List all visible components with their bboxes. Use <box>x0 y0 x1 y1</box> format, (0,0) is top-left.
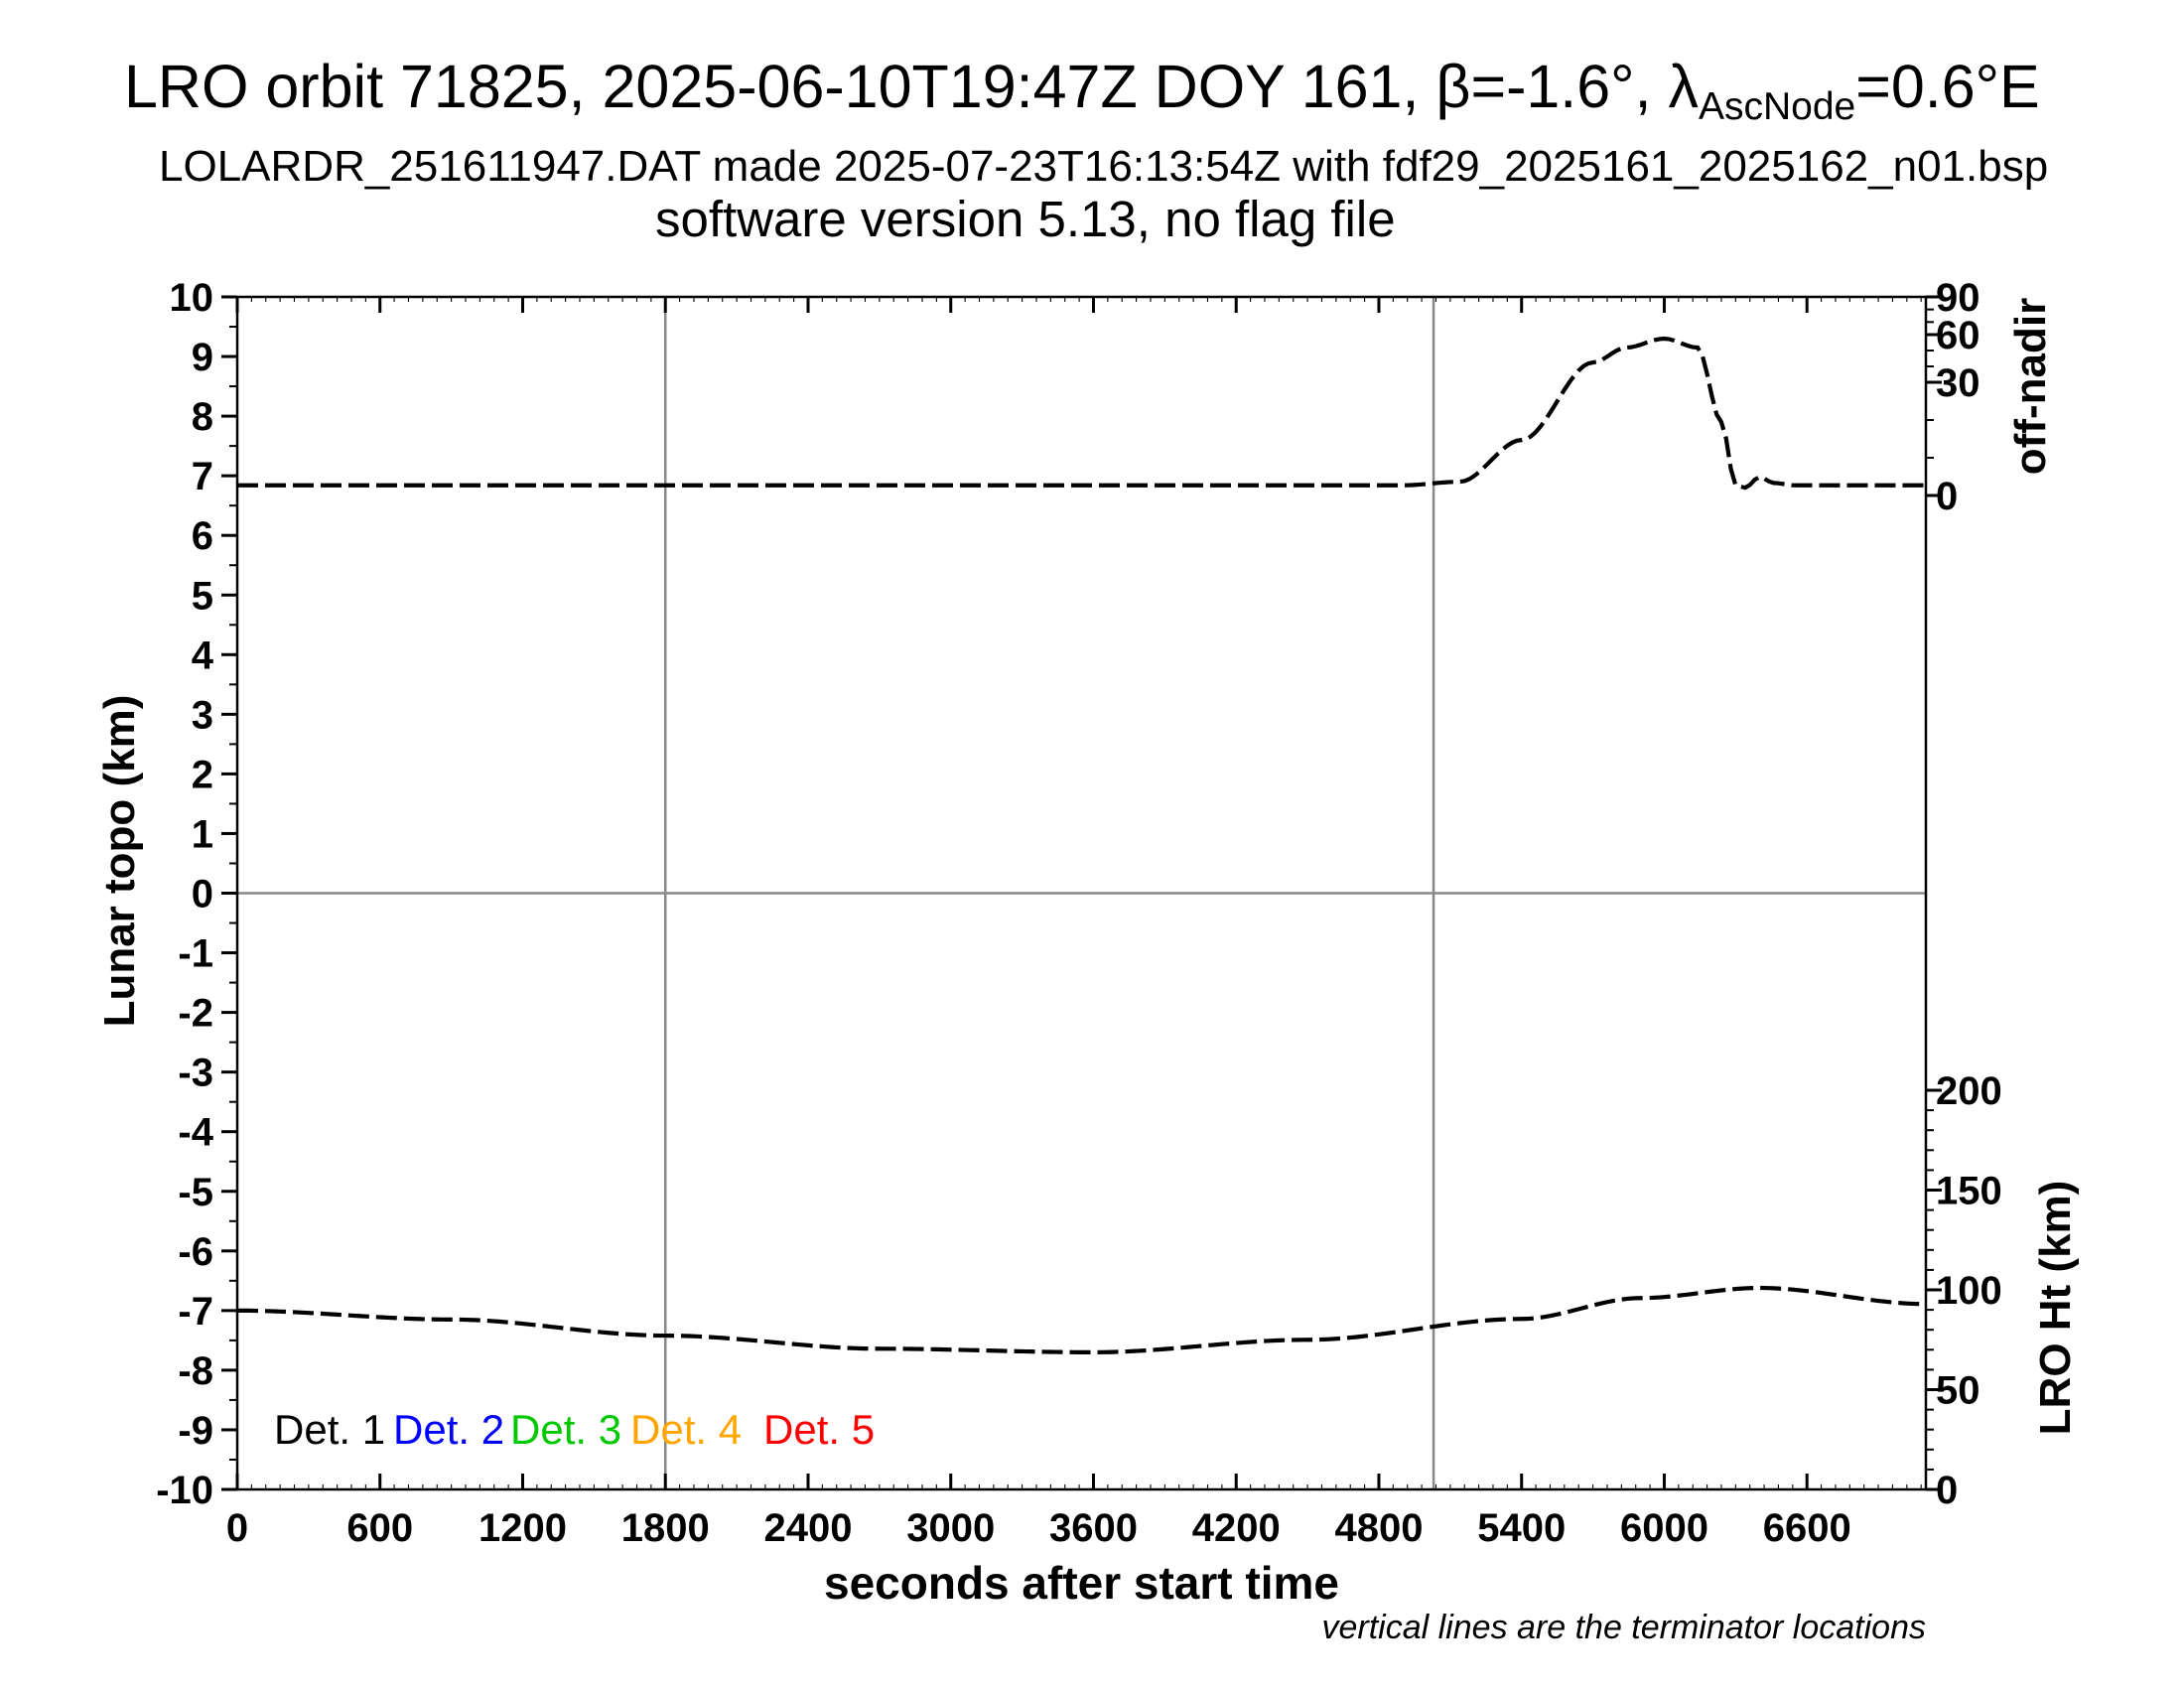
svg-text:-7: -7 <box>178 1290 213 1334</box>
svg-text:3000: 3000 <box>906 1506 995 1550</box>
svg-text:-4: -4 <box>178 1111 213 1155</box>
svg-text:9: 9 <box>192 336 213 379</box>
svg-text:6: 6 <box>192 514 213 558</box>
svg-text:30: 30 <box>1936 361 1980 405</box>
svg-text:0: 0 <box>1936 1469 1958 1512</box>
svg-text:50: 50 <box>1936 1369 1980 1413</box>
svg-text:1800: 1800 <box>621 1506 710 1550</box>
svg-text:-5: -5 <box>178 1171 213 1214</box>
svg-text:-3: -3 <box>178 1052 213 1095</box>
svg-text:0: 0 <box>226 1506 248 1550</box>
svg-text:0: 0 <box>1936 475 1958 518</box>
svg-text:5: 5 <box>192 574 213 618</box>
svg-text:-6: -6 <box>178 1230 213 1274</box>
svg-text:10: 10 <box>170 276 214 320</box>
svg-text:LOLARDR_251611947.DAT made 202: LOLARDR_251611947.DAT made 2025-07-23T16… <box>159 142 2048 191</box>
svg-text:7: 7 <box>192 455 213 498</box>
svg-text:-2: -2 <box>178 992 213 1036</box>
svg-text:LRO Ht (km): LRO Ht (km) <box>2031 1181 2080 1436</box>
svg-text:seconds after start time: seconds after start time <box>824 1557 1339 1609</box>
svg-text:60: 60 <box>1936 314 1980 357</box>
svg-text:6000: 6000 <box>1620 1506 1708 1550</box>
svg-text:3600: 3600 <box>1049 1506 1138 1550</box>
svg-text:-9: -9 <box>178 1409 213 1453</box>
svg-text:off-nadir: off-nadir <box>2006 298 2055 475</box>
svg-text:6600: 6600 <box>1763 1506 1851 1550</box>
svg-text:Det. 4: Det. 4 <box>630 1406 742 1453</box>
svg-text:4200: 4200 <box>1192 1506 1281 1550</box>
svg-text:-8: -8 <box>178 1349 213 1393</box>
svg-text:1: 1 <box>192 812 213 856</box>
svg-text:200: 200 <box>1936 1069 2002 1113</box>
svg-text:4: 4 <box>192 634 214 677</box>
svg-text:4800: 4800 <box>1334 1506 1423 1550</box>
svg-text:5400: 5400 <box>1477 1506 1566 1550</box>
svg-text:2400: 2400 <box>763 1506 852 1550</box>
svg-text:software version 5.13, no flag: software version 5.13, no flag file <box>655 191 1396 247</box>
svg-text:3: 3 <box>192 693 213 737</box>
svg-text:90: 90 <box>1936 276 1980 320</box>
svg-text:Det. 1: Det. 1 <box>274 1406 385 1453</box>
svg-text:600: 600 <box>346 1506 413 1550</box>
svg-text:Det. 3: Det. 3 <box>510 1406 621 1453</box>
svg-text:0: 0 <box>192 873 213 917</box>
svg-text:2: 2 <box>192 753 213 796</box>
svg-text:Lunar topo (km): Lunar topo (km) <box>95 695 144 1028</box>
svg-text:vertical lines are the termina: vertical lines are the terminator locati… <box>1322 1609 1927 1646</box>
svg-text:100: 100 <box>1936 1269 2002 1313</box>
svg-text:8: 8 <box>192 395 213 439</box>
svg-text:1200: 1200 <box>478 1506 567 1550</box>
svg-text:150: 150 <box>1936 1170 2002 1213</box>
svg-text:-1: -1 <box>178 932 213 976</box>
svg-text:Det. 5: Det. 5 <box>763 1406 875 1453</box>
svg-text:Det. 2: Det. 2 <box>393 1406 504 1453</box>
svg-text:-10: -10 <box>156 1469 213 1512</box>
